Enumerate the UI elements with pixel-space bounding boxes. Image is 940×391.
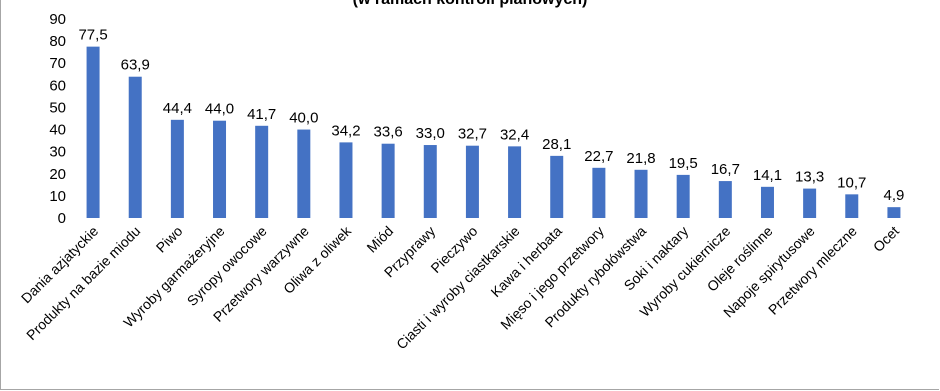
y-tick-label: 0 (58, 210, 66, 227)
data-label: 32,4 (500, 126, 529, 143)
data-label: 33,6 (374, 124, 403, 141)
bar (634, 169, 648, 218)
bar (423, 145, 437, 218)
category-label: Piwo (153, 223, 186, 256)
data-label: 21,8 (626, 150, 655, 167)
bar (86, 46, 100, 219)
data-label: 32,7 (458, 126, 487, 143)
y-tick-label: 10 (49, 188, 66, 205)
category-label: Dania azjatyckie (18, 223, 102, 307)
bar (508, 146, 522, 218)
data-label: 44,0 (205, 101, 234, 118)
data-label: 33,0 (416, 125, 445, 142)
bar (255, 125, 269, 218)
data-label: 77,5 (78, 27, 107, 44)
y-tick-label: 50 (49, 99, 66, 116)
data-label: 22,7 (584, 148, 613, 165)
data-label: 34,2 (331, 122, 360, 139)
data-label: 10,7 (837, 174, 866, 191)
bar (550, 155, 564, 218)
y-tick-label: 80 (49, 33, 66, 50)
data-label: 63,9 (121, 57, 150, 74)
category-label: Ocet (870, 223, 902, 255)
bar (803, 188, 817, 218)
y-tick-label: 60 (49, 77, 66, 94)
data-label: 19,5 (669, 155, 698, 172)
bar (845, 194, 859, 218)
bar (213, 120, 227, 218)
data-label: 4,9 (883, 187, 904, 204)
y-tick-label: 20 (49, 166, 66, 183)
y-tick-label: 90 (49, 11, 66, 28)
data-label: 40,0 (289, 110, 318, 127)
data-label: 28,1 (542, 136, 571, 153)
y-tick-label: 70 (49, 55, 66, 72)
bar (592, 167, 606, 218)
data-label: 14,1 (753, 167, 782, 184)
chart-title: (w ramach kontroli planowych) (0, 0, 940, 9)
y-tick-label: 30 (49, 144, 66, 161)
bar (297, 129, 311, 218)
data-label: 44,4 (163, 100, 192, 117)
bar (339, 142, 353, 218)
bar (381, 143, 395, 218)
bar (128, 76, 142, 219)
data-label: 16,7 (711, 161, 740, 178)
bar (170, 119, 184, 218)
bar (887, 207, 901, 218)
data-label: 41,7 (247, 106, 276, 123)
bar (760, 186, 774, 218)
y-tick-label: 40 (49, 122, 66, 139)
data-label: 13,3 (795, 169, 824, 186)
bar (465, 145, 479, 218)
bar (676, 174, 690, 218)
category-label: Miód (363, 223, 396, 256)
bar (718, 181, 732, 218)
